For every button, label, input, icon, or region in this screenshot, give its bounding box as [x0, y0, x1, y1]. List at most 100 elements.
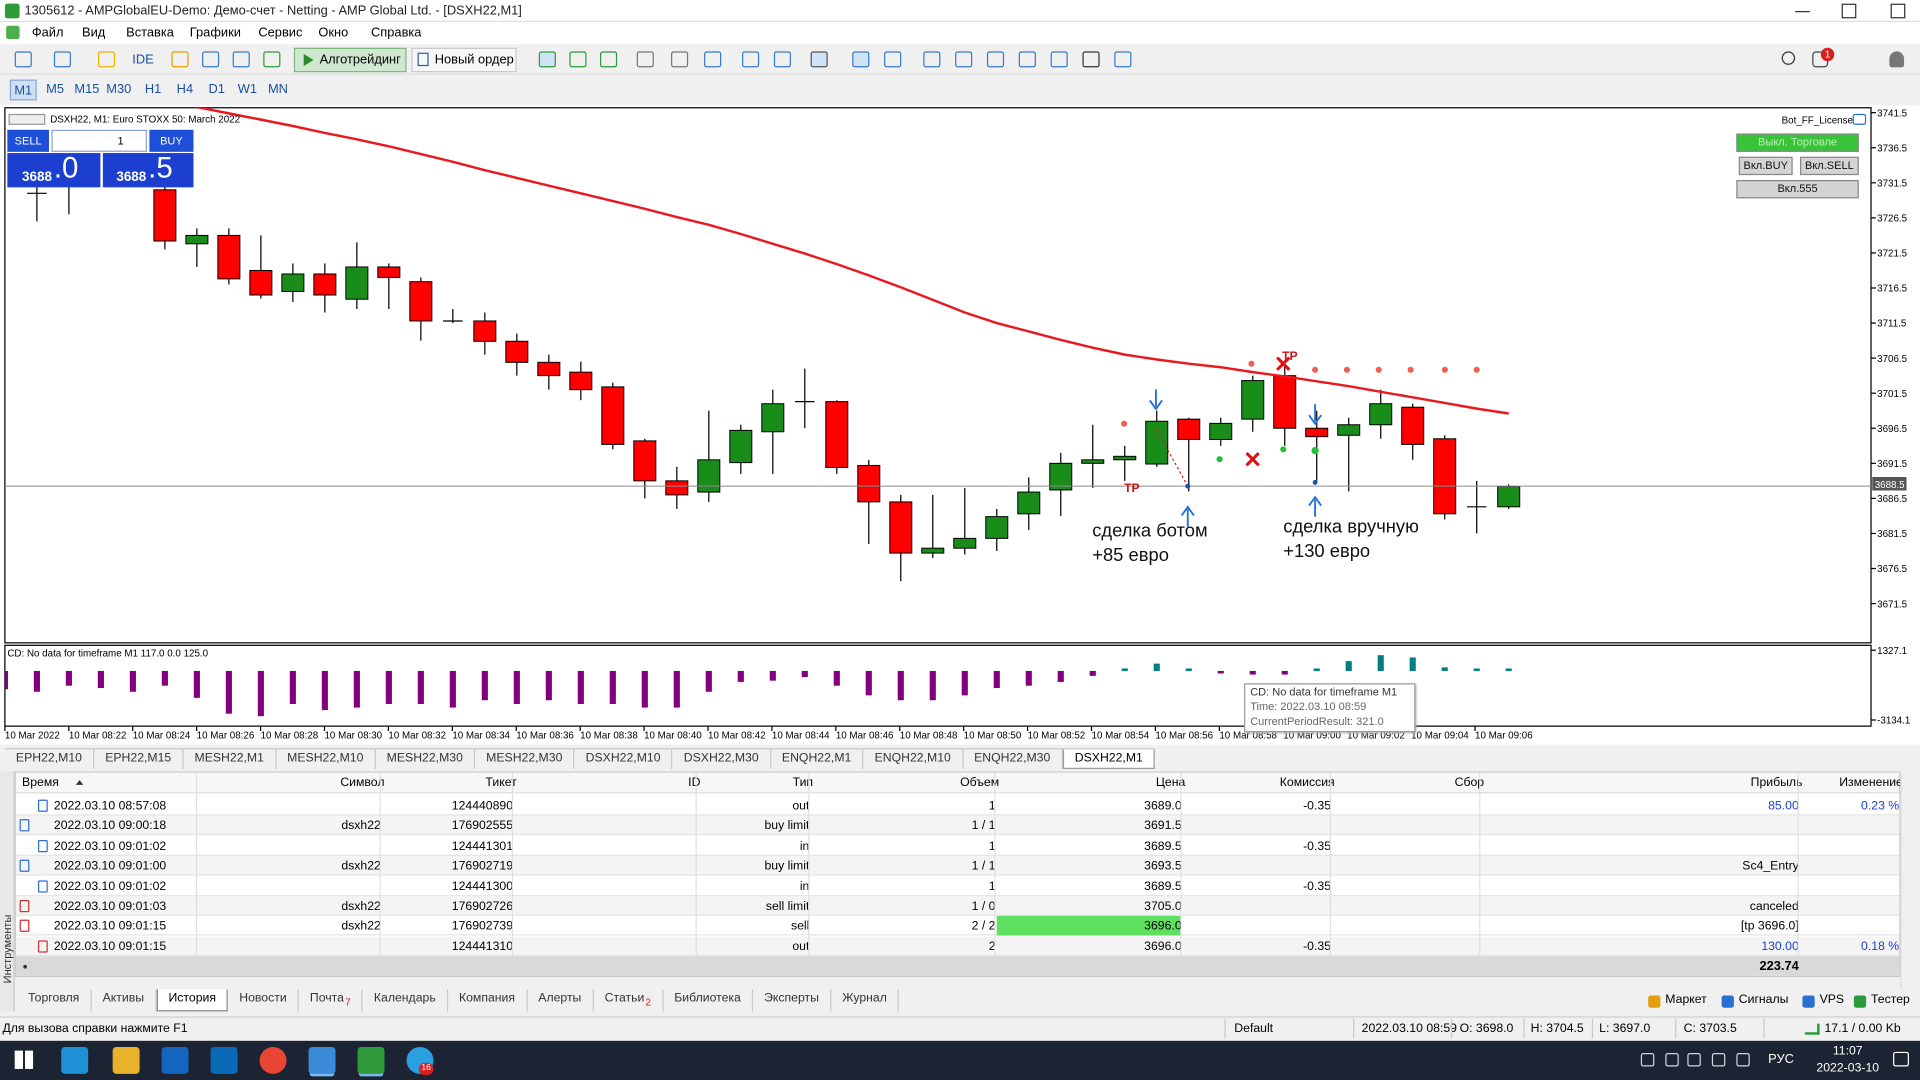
timeframe-button[interactable]: D1	[208, 82, 225, 97]
toolbar-icon[interactable]	[636, 51, 654, 68]
tray-icon[interactable]	[1640, 1053, 1655, 1067]
toolbar-icon[interactable]	[538, 51, 556, 68]
expert-button[interactable]: Вкл.555	[1736, 180, 1859, 199]
chart-tab[interactable]: EPH22,M10	[5, 749, 95, 769]
right-tab[interactable]: Сигналы	[1738, 993, 1789, 1007]
toolbar-icon[interactable]	[1114, 51, 1132, 68]
tray-lang[interactable]: РУС	[1768, 1051, 1794, 1067]
right-tab[interactable]: Маркет	[1665, 993, 1707, 1007]
window-close-button[interactable]	[1890, 3, 1906, 19]
taskbar-app[interactable]	[61, 1046, 89, 1074]
column-header[interactable]: Тип	[792, 776, 814, 790]
toolbar-icon[interactable]	[1050, 51, 1068, 68]
window-min-button[interactable]	[1795, 4, 1810, 13]
bottom-tab[interactable]: Журнал	[831, 989, 900, 1012]
column-header[interactable]: Комиссия	[1279, 776, 1335, 790]
toolbar-icon[interactable]	[671, 51, 689, 68]
tray-icon[interactable]	[1687, 1053, 1701, 1067]
bottom-tab[interactable]: Календарь	[363, 989, 448, 1012]
menu-item[interactable]: Справка	[371, 25, 422, 41]
column-header[interactable]: Время	[22, 776, 59, 790]
timeframe-button[interactable]: M1	[9, 79, 37, 101]
column-header[interactable]: Изменение	[1839, 776, 1903, 790]
tray-icon[interactable]	[1711, 1053, 1726, 1067]
menu-item[interactable]: Графики	[189, 25, 241, 41]
notification-center[interactable]	[1893, 1051, 1909, 1067]
search-icon[interactable]	[1781, 51, 1796, 65]
column-header[interactable]: Символ	[340, 776, 385, 790]
menu-item[interactable]: Вставка	[126, 25, 174, 41]
toolbar-icon[interactable]	[986, 51, 1005, 68]
taskbar-app[interactable]	[161, 1046, 189, 1074]
right-tab[interactable]: VPS	[1819, 993, 1845, 1007]
column-header[interactable]: Цена	[1155, 776, 1186, 790]
bottom-tab[interactable]: Активы	[92, 989, 157, 1012]
bottom-tab[interactable]: Торговля	[17, 989, 92, 1012]
timeframe-button[interactable]: H4	[176, 82, 194, 97]
bottom-tab[interactable]: Эксперты	[753, 989, 832, 1012]
toolbar-icon[interactable]	[773, 51, 792, 68]
column-header[interactable]: ID	[688, 776, 701, 790]
volume-input[interactable]: 1	[51, 129, 147, 152]
timeframe-button[interactable]: H1	[144, 82, 162, 97]
chart-tab[interactable]: ENQH22,M30	[963, 749, 1063, 769]
toolbar-icon[interactable]	[97, 51, 116, 68]
timeframe-button[interactable]: M5	[46, 82, 65, 97]
column-header[interactable]: Прибыль	[1750, 776, 1803, 790]
menu-item[interactable]: Окно	[318, 25, 349, 41]
taskbar-app[interactable]	[308, 1046, 336, 1074]
toolbar-icon[interactable]	[232, 51, 250, 68]
chart-tab[interactable]: MESH22,M1	[183, 749, 277, 769]
taskbar-app[interactable]	[259, 1046, 287, 1074]
toolbar-icon[interactable]	[600, 51, 618, 68]
bid-box[interactable]	[7, 153, 101, 188]
column-header[interactable]: Сбор	[1454, 776, 1485, 790]
buy-button[interactable]: BUY	[149, 129, 194, 152]
toolbar-icon[interactable]	[263, 51, 281, 68]
chart-tab[interactable]: DSXH22,M10	[575, 749, 673, 769]
chart-tab[interactable]: ENQH22,M1	[771, 749, 864, 769]
menu-item[interactable]: Файл	[31, 25, 64, 41]
toolbar-icon[interactable]	[202, 51, 220, 68]
bottom-tab[interactable]: Компания	[448, 989, 528, 1012]
start-button[interactable]	[14, 1050, 34, 1069]
expert-button[interactable]: Вкл.SELL	[1800, 156, 1859, 176]
toolbar-icon[interactable]	[884, 51, 902, 68]
tray-icon[interactable]	[1665, 1053, 1679, 1067]
chart-tab[interactable]: EPH22,M15	[94, 749, 184, 769]
toolbar-icon[interactable]	[955, 51, 973, 68]
toolbar-icon[interactable]	[923, 51, 941, 68]
bottom-tab[interactable]: Библиотека	[663, 989, 754, 1012]
bottom-tab[interactable]: Статьи2	[594, 989, 664, 1012]
taskbar-app[interactable]	[357, 1046, 385, 1074]
toolbar-icon[interactable]	[171, 51, 189, 68]
timeframe-button[interactable]: M30	[106, 82, 132, 97]
bottom-tab[interactable]: Алерты	[527, 989, 594, 1012]
chart-tab[interactable]: MESH22,M30	[376, 749, 476, 769]
toolbar-icon[interactable]	[704, 51, 722, 68]
chart-tab[interactable]: MESH22,M10	[276, 749, 376, 769]
toolbar-icon[interactable]	[1018, 51, 1036, 68]
toolbar-icon[interactable]	[53, 51, 72, 68]
ask-box[interactable]	[102, 153, 194, 188]
column-header[interactable]: Объем	[960, 776, 1000, 790]
right-tab[interactable]: Тестер	[1871, 993, 1910, 1007]
menu-item[interactable]: Сервис	[258, 25, 303, 41]
chart-tab[interactable]: MESH22,M30	[475, 749, 575, 769]
toolbar-icon[interactable]	[810, 51, 828, 68]
toolbar-icon[interactable]	[14, 51, 32, 68]
toolbar-icon[interactable]	[852, 51, 870, 68]
bottom-tab[interactable]: Новости	[228, 989, 299, 1012]
chart-tab[interactable]: DSXH22,M1	[1062, 749, 1156, 769]
timeframe-button[interactable]: W1	[237, 82, 257, 97]
toolbar-icon[interactable]	[1082, 51, 1100, 68]
ide-button[interactable]: IDE	[132, 52, 154, 68]
toolbar-icon[interactable]	[742, 51, 760, 68]
bottom-tab[interactable]: Почта7	[299, 989, 363, 1012]
tray-icon[interactable]	[1736, 1053, 1750, 1067]
account-icon[interactable]	[1889, 51, 1905, 68]
sell-button[interactable]: SELL	[7, 129, 49, 152]
column-header[interactable]: Тикет	[485, 776, 517, 790]
chart-tab[interactable]: ENQH22,M10	[864, 749, 964, 769]
expert-button[interactable]: Вкл.BUY	[1738, 156, 1793, 176]
